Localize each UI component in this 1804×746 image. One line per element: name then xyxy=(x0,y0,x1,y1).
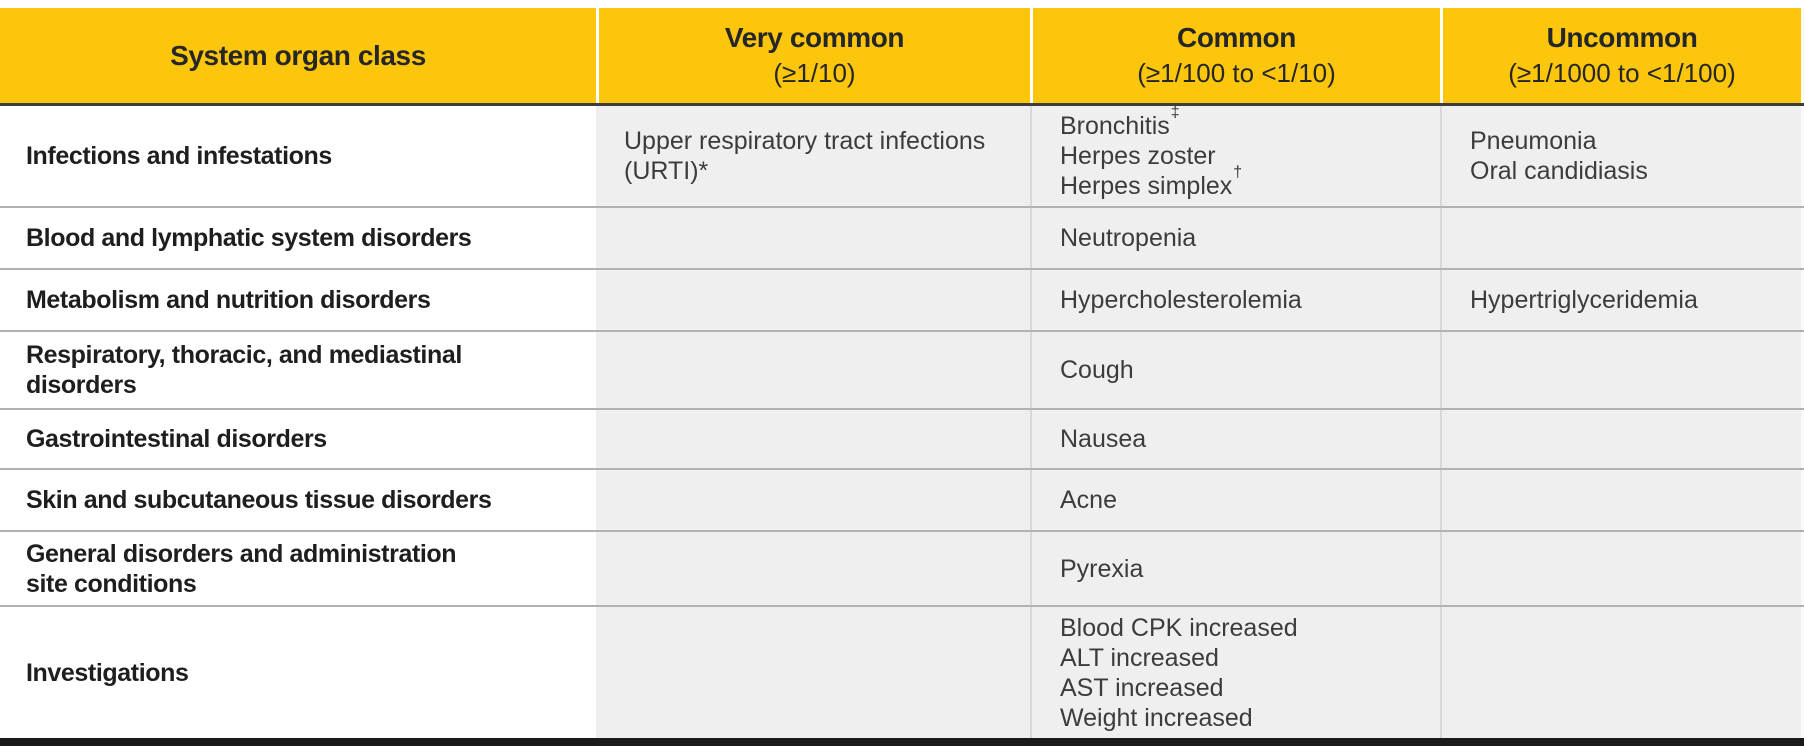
common-cell: Nausea xyxy=(1030,410,1440,468)
table-bottom-border xyxy=(0,738,1804,746)
table-row: Blood and lymphatic system disorders Neut… xyxy=(0,208,1804,270)
adverse-event-item: Acne xyxy=(1060,486,1117,514)
organ-class-label: Respiratory, thoracic, and mediastinal d… xyxy=(26,341,462,399)
adverse-event-item: Oral candidiasis xyxy=(1470,157,1648,185)
adverse-event-item: ALT increased xyxy=(1060,643,1219,672)
organ-class-cell: Investigations xyxy=(0,607,596,738)
table-row: Respiratory, thoracic, and mediastinal d… xyxy=(0,332,1804,410)
table-row: Infections and infestations Upper respira… xyxy=(0,103,1804,208)
organ-class-cell: Gastrointestinal disorders xyxy=(0,410,596,468)
column-header-common: Common (≥1/100 to <1/10) xyxy=(1030,8,1440,103)
column-title: Very common xyxy=(724,22,905,53)
organ-class-label: Infections and infestations xyxy=(26,142,332,170)
table-row: Investigations Blood CPK increased ALT inc… xyxy=(0,607,1804,738)
organ-class-cell: Infections and infestations xyxy=(0,106,596,206)
adverse-event-item: Bronchitis‡ xyxy=(1060,103,1180,140)
adverse-event-item: Herpes zoster xyxy=(1060,142,1216,170)
adverse-event-item: Herpes simplex† xyxy=(1060,163,1243,200)
common-cell: Blood CPK increased ALT increased AST incr… xyxy=(1030,607,1440,738)
adverse-event-item: Upper respiratory tract infections (URTI… xyxy=(624,127,986,185)
adverse-event-item: Pyrexia xyxy=(1060,554,1144,583)
organ-class-cell: Respiratory, thoracic, and mediastinal d… xyxy=(0,332,596,408)
very-common-cell: Upper respiratory tract infections (URTI… xyxy=(596,106,1030,206)
adverse-event-item: Weight increased xyxy=(1060,703,1253,732)
very-common-cell xyxy=(596,607,1030,738)
adverse-event-item: Pneumonia xyxy=(1470,127,1597,155)
adverse-event-item: Nausea xyxy=(1060,425,1147,453)
very-common-cell xyxy=(596,270,1030,330)
column-title: Uncommon xyxy=(1546,22,1698,53)
common-cell: Bronchitis‡ Herpes zoster Herpes simplex† xyxy=(1030,103,1440,206)
table-body: Infections and infestations Upper respira… xyxy=(0,103,1804,738)
adverse-event-item: Hypercholesterolemia xyxy=(1060,286,1302,314)
organ-class-label: Blood and lymphatic system disorders xyxy=(26,224,472,252)
adverse-event-item: Hypertriglyceridemia xyxy=(1470,286,1698,314)
common-cell: Hypercholesterolemia xyxy=(1030,270,1440,330)
organ-class-label: Skin and subcutaneous tissue disorders xyxy=(26,486,492,514)
adverse-event-item: Blood CPK increased xyxy=(1060,613,1298,642)
uncommon-cell xyxy=(1440,332,1804,408)
column-title: System organ class xyxy=(170,39,426,71)
uncommon-cell xyxy=(1440,208,1804,268)
column-subtitle: (≥1/1000 to <1/100) xyxy=(1508,58,1736,88)
uncommon-cell xyxy=(1440,470,1804,530)
table-row: General disorders and administration sit… xyxy=(0,532,1804,607)
column-header-uncommon: Uncommon (≥1/1000 to <1/100) xyxy=(1440,8,1804,103)
organ-class-cell: General disorders and administration sit… xyxy=(0,532,596,605)
organ-class-label: Gastrointestinal disorders xyxy=(26,425,327,453)
very-common-cell xyxy=(596,470,1030,530)
uncommon-cell xyxy=(1440,410,1804,468)
common-cell: Cough xyxy=(1030,332,1440,408)
very-common-cell xyxy=(596,208,1030,268)
adverse-event-item: Neutropenia xyxy=(1060,224,1197,252)
organ-class-cell: Blood and lymphatic system disorders xyxy=(0,208,596,268)
very-common-cell xyxy=(596,532,1030,605)
column-header-system-organ-class: System organ class xyxy=(0,8,596,103)
table-row: Skin and subcutaneous tissue disorders Ac… xyxy=(0,470,1804,532)
very-common-cell xyxy=(596,410,1030,468)
organ-class-cell: Metabolism and nutrition disorders xyxy=(0,270,596,330)
organ-class-label: Investigations xyxy=(26,658,189,687)
table-row: Gastrointestinal disorders Nausea xyxy=(0,410,1804,470)
common-cell: Acne xyxy=(1030,470,1440,530)
table-row: Metabolism and nutrition disorders Hyperc… xyxy=(0,270,1804,332)
footnote-marker: ‡ xyxy=(1170,103,1180,121)
adverse-event-item: AST increased xyxy=(1060,673,1224,702)
uncommon-cell xyxy=(1440,532,1804,605)
adverse-event-item: Cough xyxy=(1060,356,1134,384)
common-cell: Pyrexia xyxy=(1030,532,1440,605)
uncommon-cell: Hypertriglyceridemia xyxy=(1440,270,1804,330)
column-header-very-common: Very common (≥1/10) xyxy=(596,8,1030,103)
organ-class-cell: Skin and subcutaneous tissue disorders xyxy=(0,470,596,530)
common-cell: Neutropenia xyxy=(1030,208,1440,268)
column-subtitle: (≥1/10) xyxy=(773,58,856,88)
column-subtitle: (≥1/100 to <1/10) xyxy=(1137,58,1336,88)
organ-class-label: General disorders and administration sit… xyxy=(26,539,457,598)
column-title: Common xyxy=(1177,22,1296,53)
footnote-marker: † xyxy=(1233,163,1243,181)
organ-class-label: Metabolism and nutrition disorders xyxy=(26,286,431,314)
very-common-cell xyxy=(596,332,1030,408)
uncommon-cell: Pneumonia Oral candidiasis xyxy=(1440,106,1804,206)
table-header-row: System organ class Very common (≥1/10) C… xyxy=(0,8,1804,106)
uncommon-cell xyxy=(1440,607,1804,738)
